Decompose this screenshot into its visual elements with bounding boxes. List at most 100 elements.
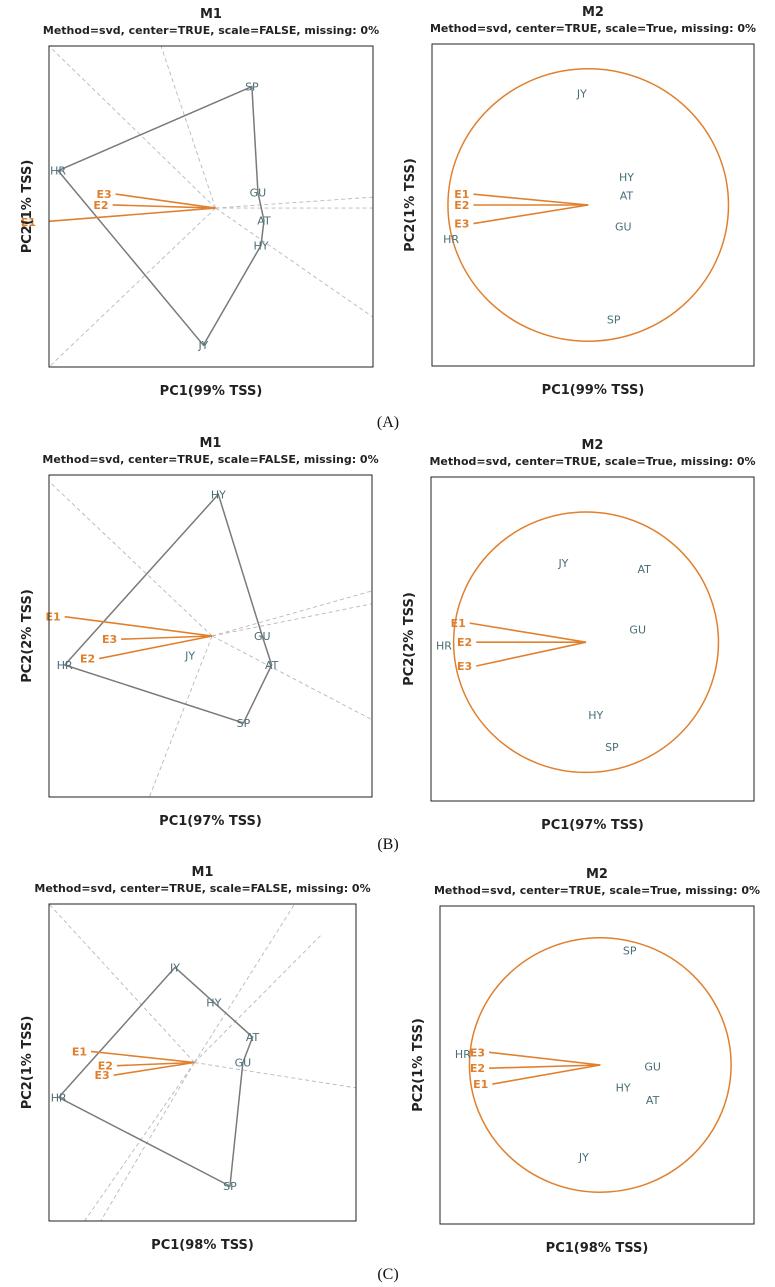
environment-vector [473,204,589,225]
plot-area [468,937,732,1193]
panel-label: (A) [377,414,399,431]
environment-label: E1 [454,188,469,201]
genotype-label: JY [169,961,180,974]
environment-label: E3 [457,660,472,673]
x-axis-label: PC1(97% TSS) [159,814,262,829]
genotype-label: AT [246,1031,260,1044]
sector-ray [194,904,295,1063]
genotype-label: HY [619,171,634,184]
plot-area [49,904,356,1221]
plot-frame [439,905,755,1225]
genotype-label: SP [245,81,259,94]
genotype-label: JY [197,339,208,352]
plot-title: M2 [586,867,608,882]
genotype-label: HY [588,709,603,722]
plot-subtitle: Method=svd, center=TRUE, scale=FALSE, mi… [42,453,378,466]
plot-title: M1 [200,436,222,451]
unit-circle [452,511,720,774]
unit-circle [468,937,732,1193]
y-axis-label: PC2(2% TSS) [20,589,35,683]
environment-vector [90,1050,195,1064]
environment-label: E2 [80,653,95,666]
sector-ray [215,196,373,209]
environment-vector [469,622,587,643]
sector-ray [211,603,372,637]
x-axis-label: PC1(97% TSS) [541,818,644,833]
environment-vector [115,193,216,209]
environment-vector [492,1064,601,1085]
plot-title: M1 [192,865,214,880]
plot-frame [48,474,373,798]
plot-subtitle: Method=svd, center=TRUE, scale=True, mis… [430,22,756,35]
genotype-label: HR [455,1048,471,1061]
genotype-label: HR [57,659,73,672]
genotype-label: GU [254,630,271,643]
biplot: M2 Method=svd, center=TRUE, scale=True, m… [402,438,756,833]
genotype-label: HY [253,239,268,252]
plot-title: M2 [582,438,604,453]
panel-label: (B) [377,836,398,853]
genotype-label: GU [235,1057,252,1070]
plot-area [452,511,720,774]
environment-label: E1 [72,1045,87,1058]
genotype-label: SP [607,314,621,327]
genotype-label: GU [629,623,646,636]
environment-vector [473,193,589,206]
plot-subtitle: Method=svd, center=TRUE, scale=FALSE, mi… [43,24,379,37]
environment-label: E1 [46,611,61,624]
environment-label: E1 [451,617,466,630]
plot-area [49,46,373,367]
genotype-label: HY [206,996,221,1009]
environment-label: E2 [454,199,469,212]
y-axis-label: PC2(1% TSS) [403,158,418,252]
genotype-label: SP [623,945,637,958]
sector-ray [49,904,195,1063]
sector-ray [49,46,216,209]
environment-label: E2 [98,1060,113,1073]
genotype-label: HR [443,233,459,246]
genotype-label: HR [51,1091,67,1104]
sector-ray [160,46,216,209]
sector-ray [211,635,372,721]
sector-ray [194,935,321,1063]
genotype-label: HR [436,639,452,652]
genotype-label: JY [576,88,587,101]
genotype-label: SP [223,1180,237,1193]
environment-label: E1 [21,216,36,229]
y-axis-label: PC2(2% TSS) [402,592,417,686]
genotype-label: JY [578,1151,589,1164]
sector-ray [215,207,373,318]
figure-section: M1 Method=svd, center=TRUE, scale=FALSE, … [20,5,756,431]
environment-label: E2 [93,199,108,212]
environment-vector [112,204,216,209]
x-axis-label: PC1(99% TSS) [542,383,645,398]
genotype-label: GU [644,1061,661,1074]
plot-title: M2 [582,5,604,20]
biplot: M1 Method=svd, center=TRUE, scale=FALSE, … [20,865,371,1253]
environment-vector [489,1064,601,1069]
sector-ray [84,1062,195,1221]
plot-frame [430,476,755,802]
biplot: M2 Method=svd, center=TRUE, scale=True, m… [403,5,756,398]
plot-subtitle: Method=svd, center=TRUE, scale=True, mis… [434,884,760,897]
biplot: M1 Method=svd, center=TRUE, scale=FALSE, … [20,436,379,829]
convex-hull [63,492,273,724]
x-axis-label: PC1(98% TSS) [546,1241,649,1256]
genotype-label: AT [265,659,279,672]
y-axis-label: PC2(1% TSS) [411,1018,426,1112]
panel-label: (C) [377,1266,398,1283]
environment-vector [488,1051,601,1066]
plot-area [49,481,372,797]
genotype-label: JY [184,649,195,662]
figure-section: M1 Method=svd, center=TRUE, scale=FALSE, … [20,436,756,853]
genotype-label: GU [250,186,267,199]
environment-vector [476,641,587,667]
genotype-label: SP [237,717,251,730]
environment-label: E3 [470,1046,485,1059]
sector-ray [49,207,216,367]
genotype-label: SP [605,741,619,754]
figure-section: M1 Method=svd, center=TRUE, scale=FALSE, … [20,865,760,1283]
biplot: M1 Method=svd, center=TRUE, scale=FALSE, … [20,7,379,399]
sector-ray [211,590,372,637]
